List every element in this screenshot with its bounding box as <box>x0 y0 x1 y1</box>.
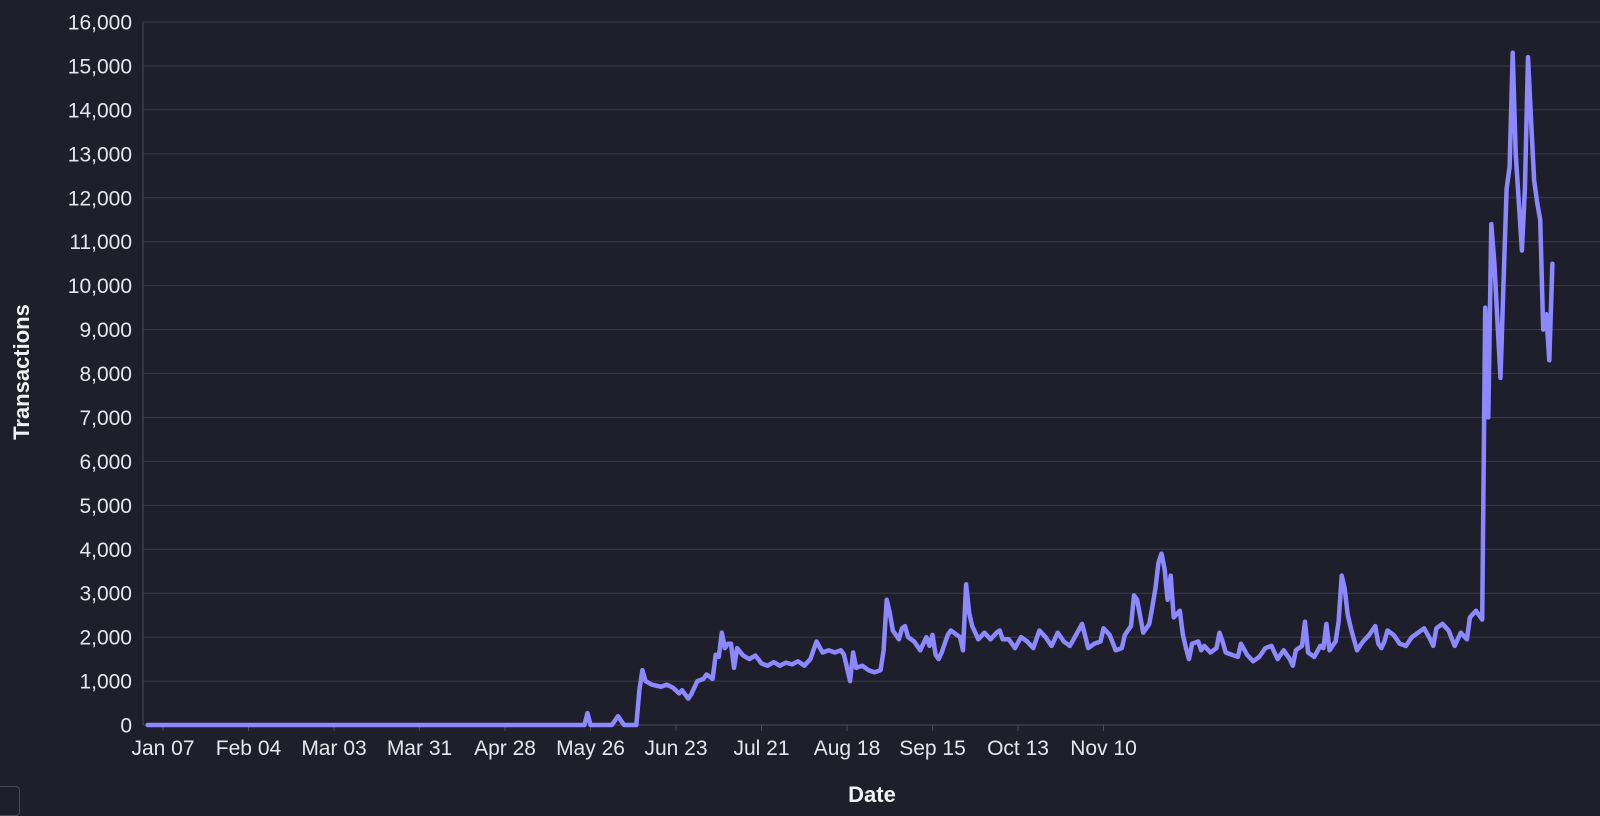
x-tick-label: Sep 15 <box>899 737 966 760</box>
y-tick-label: 12,000 <box>68 187 132 210</box>
x-tick-label: Jul 21 <box>733 737 789 760</box>
x-tick-label: Jun 23 <box>644 737 707 760</box>
x-tick-label: Aug 18 <box>814 737 881 760</box>
x-axis-ticks: Jan 07 Feb 04 Mar 03 Mar 31 Apr 28 May 26 Jun … <box>131 725 1137 760</box>
y-tick-label: 13,000 <box>68 143 132 166</box>
x-axis-title: Date <box>848 782 896 807</box>
x-tick-label: Jan 07 <box>131 737 194 760</box>
y-tick-label: 9,000 <box>79 319 132 342</box>
x-tick-label: May 26 <box>556 737 625 760</box>
y-tick-label: 15,000 <box>68 55 132 78</box>
y-tick-label: 2,000 <box>79 627 132 650</box>
y-tick-label: 14,000 <box>68 99 132 122</box>
y-tick-label: 8,000 <box>79 363 132 386</box>
y-axis-ticks: 0 1,000 2,000 3,000 4,000 5,000 6,000 7,000 8,00… <box>68 12 132 738</box>
x-tick-label: Feb 04 <box>216 737 282 760</box>
y-tick-label: 7,000 <box>79 407 132 430</box>
x-tick-label: Oct 13 <box>987 737 1049 760</box>
y-tick-label: 5,000 <box>79 495 132 518</box>
series-line <box>145 50 1555 728</box>
y-tick-label: 6,000 <box>79 451 132 474</box>
corner-control <box>0 786 20 816</box>
x-tick-label: Apr 28 <box>474 737 536 760</box>
x-tick-label: Nov 10 <box>1070 737 1137 760</box>
x-tick-label: Mar 03 <box>301 737 366 760</box>
y-tick-label: 1,000 <box>79 671 132 694</box>
y-axis-title: Transactions <box>9 304 34 440</box>
y-tick-label: 11,000 <box>69 231 132 254</box>
x-tick-label: Mar 31 <box>387 737 452 760</box>
y-tick-label: 4,000 <box>79 539 132 562</box>
y-tick-label: 10,000 <box>68 275 132 298</box>
y-tick-label: 16,000 <box>68 12 132 35</box>
y-tick-label: 3,000 <box>79 583 132 606</box>
y-tick-label: 0 <box>120 715 132 738</box>
gridlines <box>143 21 1600 682</box>
